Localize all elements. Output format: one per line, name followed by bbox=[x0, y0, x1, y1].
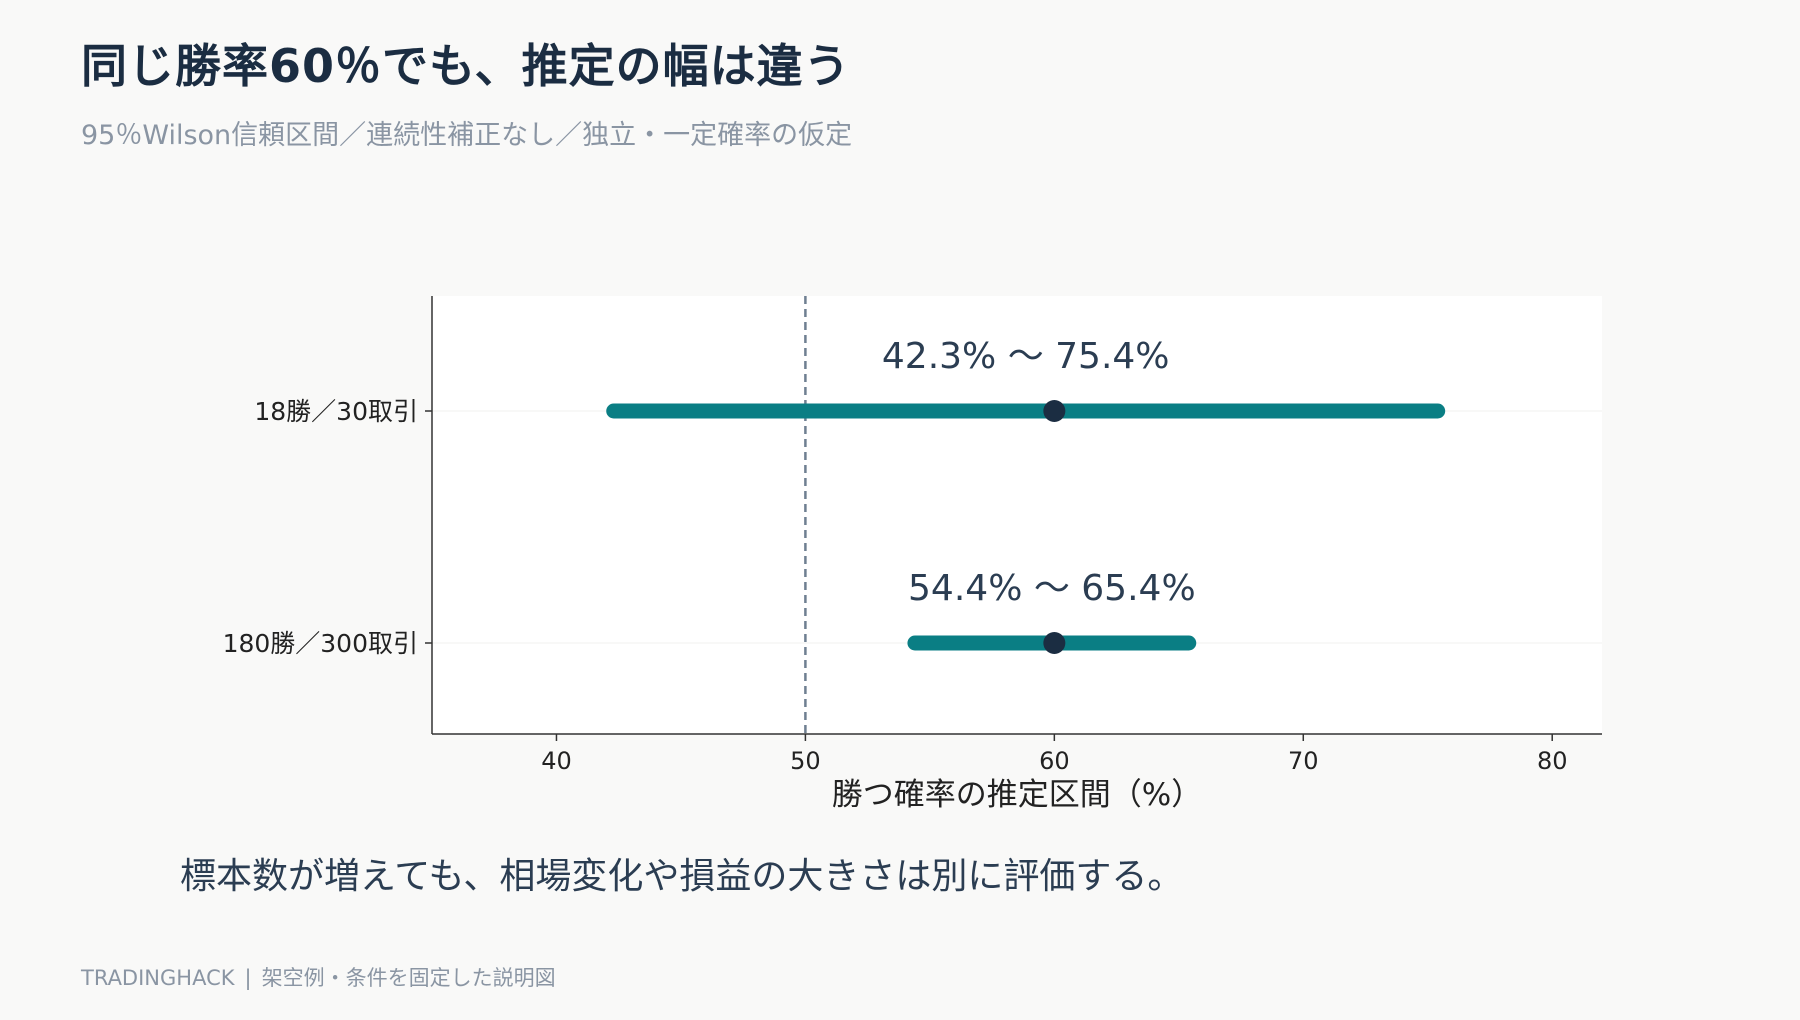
point-estimate-1 bbox=[1043, 400, 1066, 422]
plot-area bbox=[432, 296, 1602, 734]
footer-brand: TRADINGHACK bbox=[81, 966, 235, 990]
chart-subtitle: 95％Wilson信頼区間／連続性補正なし／独立・一定確率の仮定 bbox=[81, 120, 853, 151]
y-tick-label-1: 18勝／30取引 bbox=[254, 397, 418, 426]
chart-title: 同じ勝率60％でも、推定の幅は違う bbox=[81, 39, 851, 93]
x-tick-label-60: 60 bbox=[1039, 747, 1070, 775]
interval-label-2: 54.4% 〜 65.4% bbox=[908, 568, 1196, 609]
x-tick-label-40: 40 bbox=[541, 747, 572, 775]
x-tick-label-70: 70 bbox=[1288, 747, 1319, 775]
interval-chart: 40 50 60 70 80 勝つ確率の推定区間（%） 18勝／30取引 42.3% 〜 75… bbox=[223, 296, 1602, 813]
interval-label-1: 42.3% 〜 75.4% bbox=[882, 336, 1170, 377]
point-estimate-2 bbox=[1043, 632, 1066, 654]
y-tick-label-2: 180勝／300取引 bbox=[223, 629, 418, 658]
footer: TRADINGHACK | 架空例・条件を固定した説明図 bbox=[81, 962, 556, 992]
x-axis-label: 勝つ確率の推定区間（%） bbox=[832, 777, 1202, 813]
x-tick-label-80: 80 bbox=[1537, 747, 1568, 775]
footer-separator: | bbox=[244, 966, 252, 990]
x-tick-label-50: 50 bbox=[790, 747, 821, 775]
footer-text: 架空例・条件を固定した説明図 bbox=[261, 966, 556, 990]
chart-note: 標本数が増えても、相場変化や損益の大きさは別に評価する。 bbox=[180, 856, 1184, 897]
